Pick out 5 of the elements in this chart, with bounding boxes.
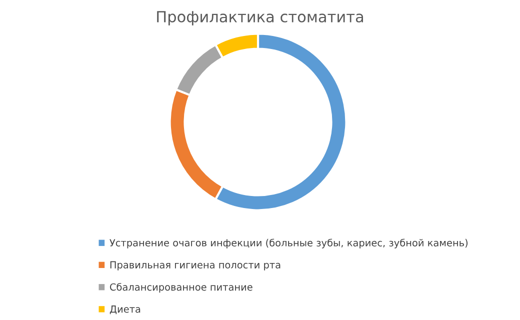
legend-label: Диета [110,306,140,314]
chart-title: Профилактика стоматита [157,11,363,26]
legend-label: Сбалансированное питание [110,283,252,293]
legend-label: Устранение очагов инфекции (больные зубы, кариес, зубной камень) [110,238,468,248]
legend-label: Правильная гигиена полости рта [110,261,280,270]
